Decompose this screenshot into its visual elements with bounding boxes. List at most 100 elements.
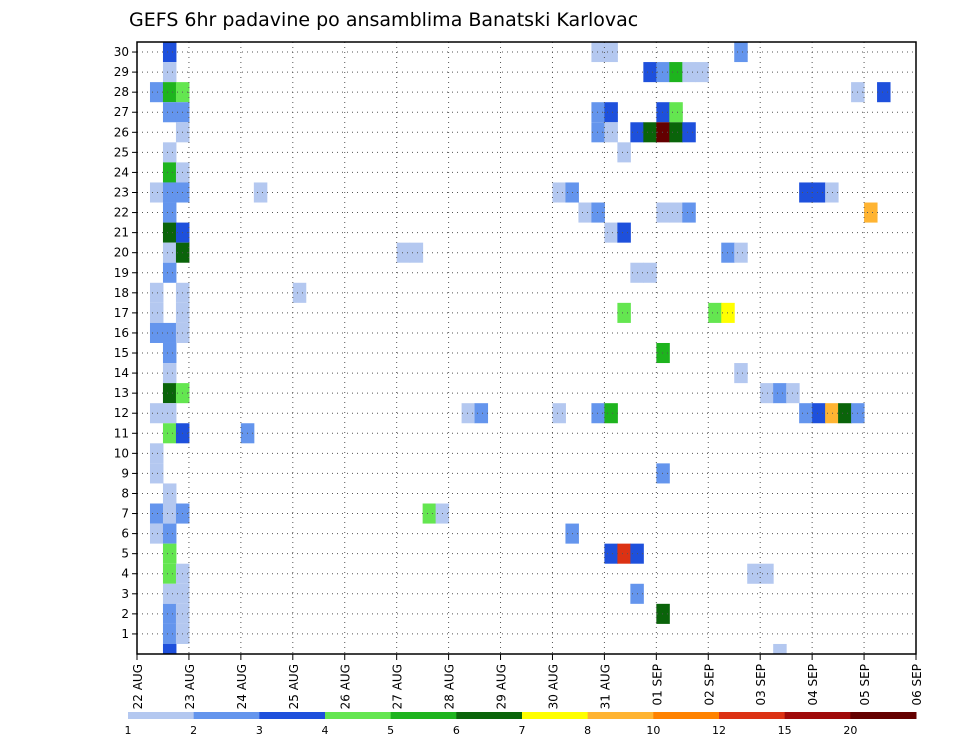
colorbar-segment [390, 712, 457, 719]
heatmap-cell [422, 503, 437, 524]
heatmap-cell [162, 483, 177, 504]
heatmap-cell [617, 543, 631, 564]
heatmap-cell [604, 102, 618, 123]
colorbar-segment [653, 712, 720, 719]
heatmap-cell [162, 322, 177, 343]
y-tick-label: 18 [114, 286, 129, 300]
heatmap-cell [656, 342, 670, 364]
heatmap-cell [162, 202, 177, 223]
heatmap-cell [162, 222, 177, 243]
heatmap-cell [812, 403, 826, 424]
colorbar-label: 3 [256, 724, 263, 737]
x-tick-label: 06 SEP [910, 664, 924, 706]
heatmap-cell [760, 383, 774, 404]
heatmap-cell [149, 182, 164, 203]
y-tick-label: 24 [114, 165, 129, 179]
y-tick-label: 12 [114, 406, 129, 420]
heatmap-cell [396, 242, 411, 263]
heatmap-cell [617, 222, 631, 243]
heatmap-cell [461, 403, 476, 424]
y-tick-label: 15 [114, 346, 129, 360]
x-tick-label: 22 AUG [131, 664, 145, 709]
heatmap-cell [643, 122, 657, 143]
heatmap-cell [149, 322, 164, 343]
heatmap-cell [734, 42, 748, 63]
heatmap-cell [825, 182, 839, 203]
x-tick-label: 29 AUG [495, 664, 509, 709]
y-tick-label: 20 [114, 246, 129, 260]
heatmap-cell [760, 563, 774, 584]
y-tick-label: 16 [114, 326, 129, 340]
heatmap-cell [162, 242, 177, 263]
colorbar-segment [850, 712, 917, 719]
y-tick-label: 22 [114, 206, 129, 220]
y-tick-label: 23 [114, 185, 129, 199]
heatmap-cell [734, 363, 748, 384]
y-tick-label: 9 [121, 466, 129, 480]
heatmap-cells [149, 42, 891, 654]
heatmap-cell [656, 463, 670, 484]
x-tick-label: 23 AUG [183, 664, 197, 709]
heatmap-cell [162, 583, 177, 604]
x-tick-label: 27 AUG [391, 664, 405, 709]
heatmap-cell [162, 62, 177, 83]
colorbar-label: 15 [778, 724, 792, 737]
x-tick-label: 01 SEP [650, 664, 664, 706]
heatmap-cell [656, 202, 670, 223]
heatmap-cell [682, 62, 696, 83]
y-tick-label: 17 [114, 306, 129, 320]
colorbar-label: 4 [322, 724, 329, 737]
y-tick-label: 11 [114, 426, 129, 440]
heatmap-cell [409, 242, 424, 263]
colorbar-label: 8 [584, 724, 591, 737]
y-tick-label: 6 [121, 527, 129, 541]
heatmap-cell [162, 182, 177, 203]
heatmap-cell [669, 202, 683, 223]
heatmap-cell [656, 122, 670, 143]
heatmap-cell [591, 403, 605, 424]
y-axis: 1234567891011121314151617181920212223242… [114, 45, 137, 641]
chart-title: GEFS 6hr padavine po ansamblima Banatski… [129, 9, 638, 31]
heatmap-cell [162, 102, 177, 123]
y-tick-label: 7 [121, 507, 129, 521]
plot-frame [136, 41, 917, 655]
heatmap-cell [162, 342, 177, 364]
heatmap-cell [708, 302, 722, 323]
heatmap-cell [149, 302, 164, 323]
heatmap-cell [864, 202, 878, 223]
y-tick-label: 30 [114, 45, 129, 59]
colorbar-label: 5 [387, 724, 394, 737]
heatmap-cell [604, 42, 618, 63]
colorbar-label: 2 [190, 724, 197, 737]
heatmap-cell [162, 563, 177, 584]
heatmap-cell [162, 523, 177, 544]
y-tick-label: 2 [121, 607, 129, 621]
heatmap-cell [682, 202, 696, 223]
y-tick-label: 25 [114, 145, 129, 159]
heatmap-cell [162, 543, 177, 564]
heatmap-cell [162, 423, 177, 444]
heatmap-cell [149, 403, 164, 424]
heatmap-cell [552, 182, 566, 203]
heatmap-cell [669, 62, 683, 83]
y-tick-label: 8 [121, 486, 129, 500]
heatmap-cell [604, 122, 618, 143]
heatmap-cell [799, 403, 813, 424]
colorbar-segment [456, 712, 523, 719]
y-tick-label: 3 [121, 587, 129, 601]
colorbar-segment [259, 712, 326, 719]
y-tick-label: 26 [114, 125, 129, 139]
heatmap-cell [162, 403, 177, 424]
colorbar-segment [587, 712, 654, 719]
heatmap-cell [799, 182, 813, 203]
heatmap-cell [162, 162, 177, 183]
heatmap-cell [591, 122, 605, 143]
heatmap-cell [734, 242, 748, 263]
x-tick-label: 26 AUG [339, 664, 353, 709]
heatmap-cell [617, 302, 631, 323]
colorbar-label: 12 [712, 724, 726, 737]
heatmap-cell [591, 102, 605, 123]
heatmap-cell [669, 122, 683, 143]
heatmap-cell [162, 142, 177, 163]
